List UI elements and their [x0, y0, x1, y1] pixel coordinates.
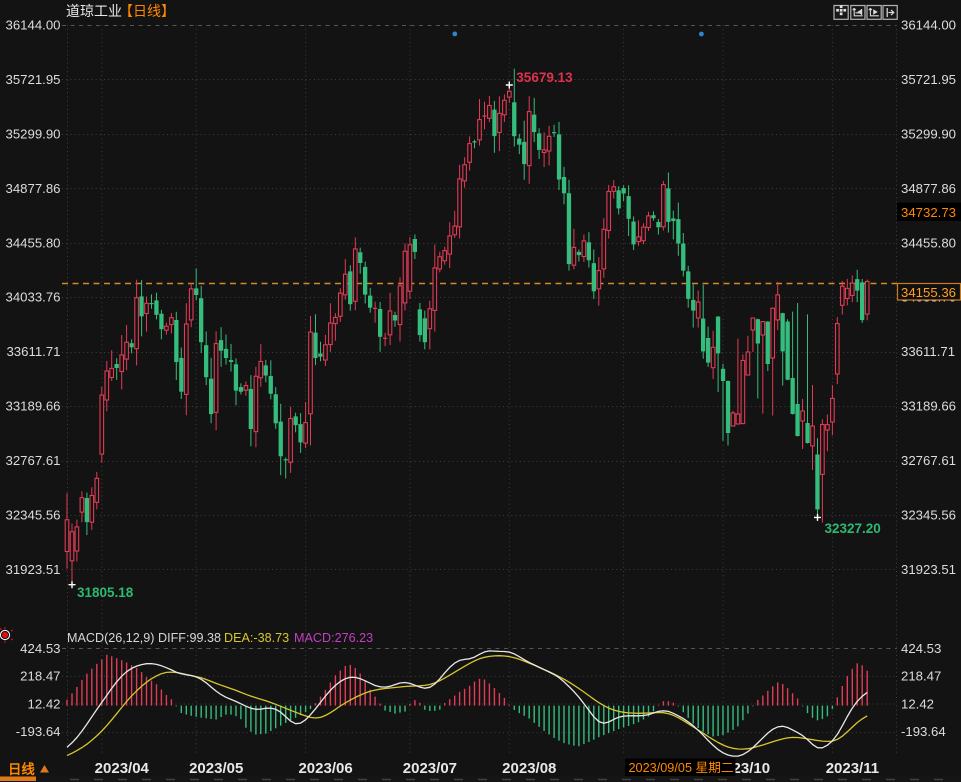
svg-text:道琼工业: 道琼工业 [66, 3, 122, 19]
svg-text:32767.61: 32767.61 [901, 453, 956, 468]
svg-text:34877.86: 34877.86 [5, 181, 60, 196]
svg-text:33189.66: 33189.66 [901, 399, 956, 414]
svg-text:218.47: 218.47 [901, 669, 941, 684]
svg-text:424.53: 424.53 [901, 641, 941, 656]
svg-text:2023/05: 2023/05 [189, 760, 243, 777]
svg-text:36144.00: 36144.00 [901, 18, 956, 33]
svg-text:12.42: 12.42 [27, 696, 60, 711]
svg-text:33189.66: 33189.66 [5, 399, 60, 414]
svg-text:2023/11: 2023/11 [826, 760, 879, 777]
svg-text:34732.73: 34732.73 [901, 205, 956, 220]
svg-text:32345.56: 32345.56 [5, 508, 60, 523]
svg-text:34155.36: 34155.36 [901, 285, 956, 300]
svg-text:218.47: 218.47 [20, 669, 60, 684]
svg-text:日线: 日线 [8, 761, 35, 777]
svg-text:35721.95: 35721.95 [901, 72, 956, 87]
svg-text:36144.00: 36144.00 [5, 18, 60, 33]
svg-text:34033.76: 34033.76 [5, 290, 60, 305]
svg-text:32345.56: 32345.56 [901, 508, 956, 523]
svg-text:MACD(26,12,9) DIFF:99.38: MACD(26,12,9) DIFF:99.38 [67, 631, 221, 645]
svg-text:2023/06: 2023/06 [298, 760, 352, 777]
svg-text:34455.80: 34455.80 [901, 235, 956, 250]
svg-text:35679.13: 35679.13 [516, 70, 573, 85]
svg-text:2023/04: 2023/04 [95, 760, 150, 777]
svg-text:31923.51: 31923.51 [901, 562, 956, 577]
svg-text:12.42: 12.42 [901, 696, 934, 711]
svg-text:-193.64: -193.64 [901, 724, 946, 739]
svg-text:32327.20: 32327.20 [825, 521, 881, 536]
svg-text:31923.51: 31923.51 [5, 562, 60, 577]
svg-text:2023/08: 2023/08 [502, 760, 556, 777]
svg-text:DEA:-38.73: DEA:-38.73 [224, 631, 289, 645]
svg-text:MACD:276.23: MACD:276.23 [294, 631, 373, 645]
svg-text:2023/07: 2023/07 [403, 760, 457, 777]
svg-text:32767.61: 32767.61 [5, 453, 60, 468]
svg-text:【日线】: 【日线】 [119, 3, 175, 19]
svg-text:35299.90: 35299.90 [5, 126, 60, 141]
svg-text:424.53: 424.53 [20, 641, 60, 656]
svg-text:34877.86: 34877.86 [901, 181, 956, 196]
svg-text:33611.71: 33611.71 [6, 344, 60, 359]
svg-text:35299.90: 35299.90 [901, 126, 956, 141]
svg-text:2023/09/05 星期二: 2023/09/05 星期二 [629, 761, 734, 775]
svg-text:34455.80: 34455.80 [5, 235, 60, 250]
svg-text:-193.64: -193.64 [16, 724, 61, 739]
svg-text:35721.95: 35721.95 [5, 72, 60, 87]
svg-text:31805.18: 31805.18 [77, 585, 134, 600]
svg-text:33611.71: 33611.71 [901, 344, 955, 359]
